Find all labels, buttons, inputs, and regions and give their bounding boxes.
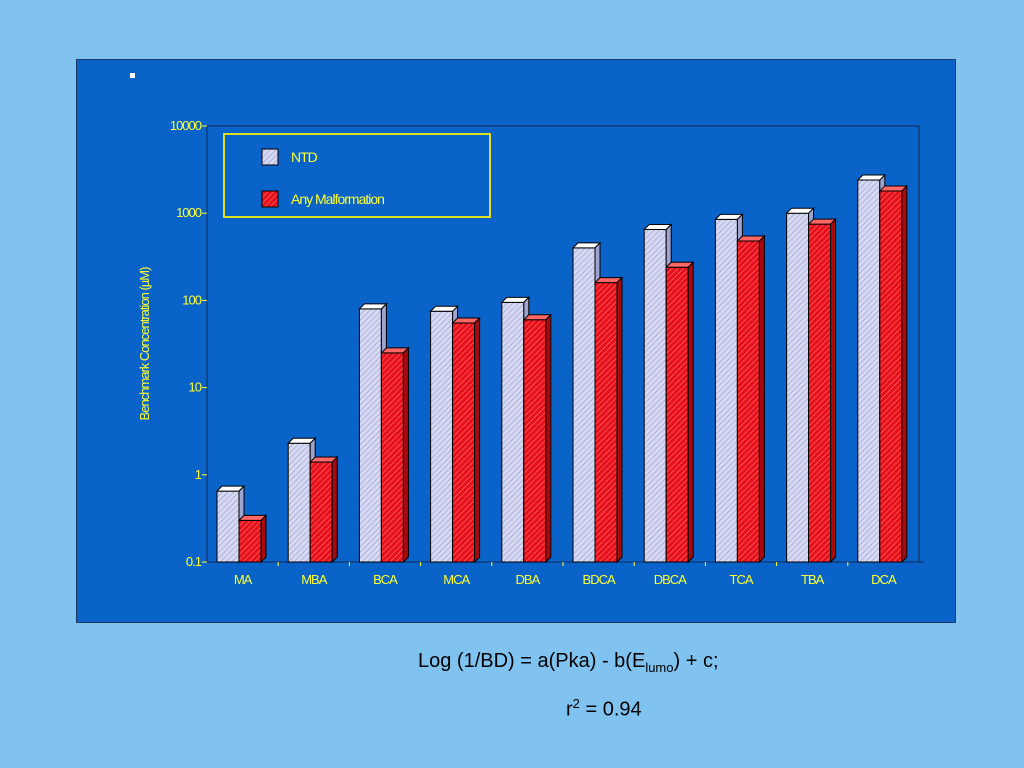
legend: NTD Any Malformation <box>223 133 491 218</box>
formula-line-2: r2 = 0.94 <box>566 696 642 722</box>
bar-malformation-mca <box>452 322 476 563</box>
bullet-point <box>130 73 135 78</box>
formula-text: Log (1/BD) = a(Pka) - b(E <box>418 650 646 672</box>
bar-malformation-tca <box>736 240 760 563</box>
bar-side-face <box>545 313 552 564</box>
bar-ntd-tba <box>786 212 810 563</box>
bar-side-face <box>830 217 837 564</box>
y-tick-label: 1 <box>195 467 202 482</box>
bar-ntd-bdca <box>572 247 596 563</box>
y-axis-label: Benchmark Concentration (µM) <box>137 267 152 421</box>
r-squared-value: = 0.94 <box>579 698 642 721</box>
bar-side-face <box>260 514 267 564</box>
x-tick-label: BCA <box>373 572 398 587</box>
legend-swatch-malformation <box>261 190 279 208</box>
x-tick-label: MCA <box>443 572 470 587</box>
bar-malformation-dba <box>523 319 547 563</box>
r-squared-exponent: 2 <box>572 696 580 711</box>
bar-ntd-ma <box>216 490 240 563</box>
formula-line-1: Log (1/BD) = a(Pka) - b(Elumo) + c; <box>418 650 719 675</box>
legend-swatch-ntd <box>261 148 279 166</box>
x-tick-label: TBA <box>801 572 825 587</box>
y-tick-label: 10000 <box>170 118 202 133</box>
legend-label-ntd: NTD <box>291 149 318 165</box>
bar-malformation-mba <box>309 461 333 563</box>
x-tick-label: DBCA <box>654 572 687 587</box>
formula-subscript: lumo <box>645 660 674 675</box>
bar-side-face <box>331 455 338 564</box>
x-tick-label: MBA <box>301 572 328 587</box>
x-tick-label: DCA <box>871 572 897 587</box>
bar-malformation-bdca <box>594 282 618 563</box>
r-squared-symbol: r <box>566 698 573 721</box>
x-tick-label: DBA <box>516 572 541 587</box>
legend-label-malformation: Any Malformation <box>291 191 384 207</box>
bar-side-face <box>758 234 765 564</box>
x-tick-label: MA <box>234 572 253 587</box>
chart-panel: 0.1 1 10 100 1000 10000 Benchmark Concentratio… <box>76 59 956 623</box>
bar-ntd-tca <box>714 218 738 563</box>
bar-malformation-ma <box>238 519 262 563</box>
bar-side-face <box>901 184 908 564</box>
legend-box <box>223 133 491 218</box>
bar-malformation-tba <box>808 223 832 563</box>
bar-ntd-dca <box>857 179 881 563</box>
formula-text-end: ) + c; <box>673 650 719 672</box>
y-tick-label: 10 <box>189 380 202 395</box>
bar-side-face <box>687 261 694 564</box>
bar-chart: 0.1 1 10 100 1000 10000 Benchmark Concentratio… <box>137 118 924 587</box>
bar-side-face <box>474 316 481 564</box>
bar-malformation-dca <box>879 190 903 563</box>
bar-ntd-mba <box>287 442 311 563</box>
bar-ntd-mca <box>430 310 454 563</box>
bar-malformation-dbca <box>665 266 689 563</box>
bar-ntd-bca <box>358 308 382 563</box>
bar-side-face <box>616 276 623 564</box>
y-tick-label: 1000 <box>176 205 202 220</box>
bar-ntd-dbca <box>643 229 667 563</box>
bar-side-face <box>402 346 409 564</box>
x-tick-label: TCA <box>730 572 754 587</box>
bar-malformation-bca <box>380 352 404 563</box>
bar-ntd-dba <box>501 301 525 563</box>
y-tick-label: 100 <box>182 292 201 307</box>
y-tick-label: 0.1 <box>186 554 202 569</box>
x-tick-label: BDCA <box>583 572 616 587</box>
